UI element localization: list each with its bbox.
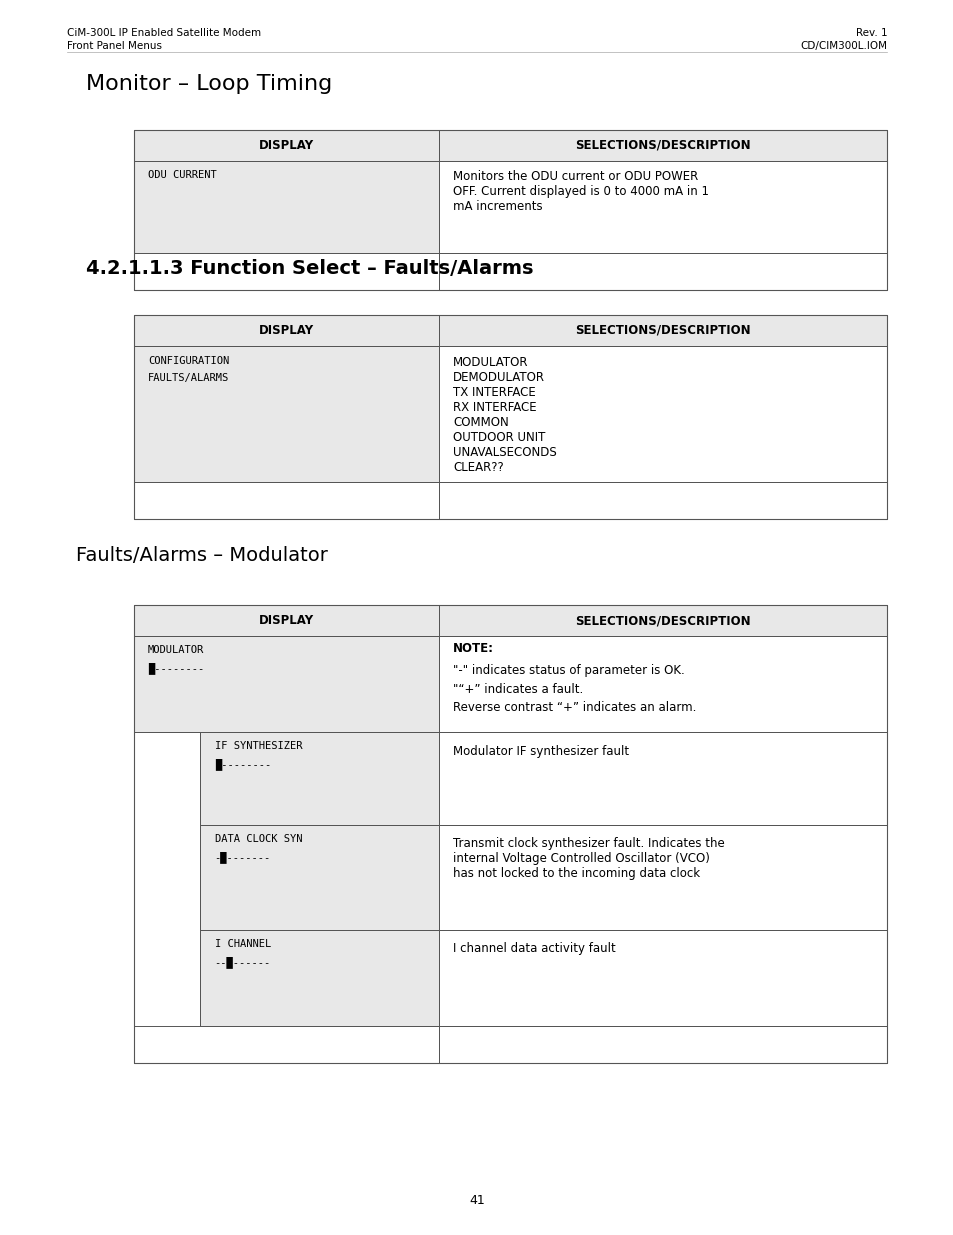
Text: Modulator IF synthesizer fault: Modulator IF synthesizer fault: [453, 745, 629, 758]
Bar: [133, 315, 438, 346]
Bar: [438, 130, 886, 161]
Text: Monitors the ODU current or ODU POWER
OFF. Current displayed is 0 to 4000 mA in : Monitors the ODU current or ODU POWER OF…: [453, 170, 708, 214]
Text: Front Panel Menus: Front Panel Menus: [67, 41, 162, 51]
Bar: [133, 161, 438, 253]
Bar: [438, 482, 886, 519]
Bar: [438, 605, 886, 636]
Text: -█-------: -█-------: [214, 851, 271, 863]
Text: DISPLAY: DISPLAY: [258, 138, 314, 152]
Bar: [133, 605, 886, 1063]
Text: CiM-300L IP Enabled Satellite Modem: CiM-300L IP Enabled Satellite Modem: [67, 28, 260, 38]
Text: MODULATOR: MODULATOR: [148, 645, 204, 655]
Text: █--------: █--------: [214, 758, 271, 771]
Text: DATA CLOCK SYN: DATA CLOCK SYN: [214, 834, 302, 844]
Text: DISPLAY: DISPLAY: [258, 324, 314, 337]
Text: SELECTIONS/DESCRIPTION: SELECTIONS/DESCRIPTION: [575, 614, 750, 627]
Bar: [438, 930, 886, 1026]
Bar: [133, 636, 438, 732]
Bar: [133, 1026, 438, 1063]
Text: 41: 41: [469, 1194, 484, 1207]
Text: "“+” indicates a fault.: "“+” indicates a fault.: [453, 683, 583, 697]
Text: █--------: █--------: [148, 662, 204, 674]
Bar: [133, 130, 438, 161]
Bar: [200, 825, 438, 930]
Bar: [133, 482, 438, 519]
Bar: [200, 930, 438, 1026]
Text: Faults/Alarms – Modulator: Faults/Alarms – Modulator: [76, 546, 328, 564]
Bar: [133, 346, 438, 482]
Text: IF SYNTHESIZER: IF SYNTHESIZER: [214, 741, 302, 751]
Text: Reverse contrast “+” indicates an alarm.: Reverse contrast “+” indicates an alarm.: [453, 701, 696, 715]
Bar: [200, 732, 438, 825]
Bar: [438, 315, 886, 346]
Text: --█------: --█------: [214, 956, 271, 968]
Bar: [133, 605, 438, 636]
Text: CONFIGURATION: CONFIGURATION: [148, 356, 229, 366]
Text: DISPLAY: DISPLAY: [258, 614, 314, 627]
Text: FAULTS/ALARMS: FAULTS/ALARMS: [148, 373, 229, 383]
Bar: [438, 161, 886, 253]
Bar: [133, 253, 438, 290]
Text: CD/CIM300L.IOM: CD/CIM300L.IOM: [800, 41, 886, 51]
Text: I CHANNEL: I CHANNEL: [214, 939, 271, 948]
Text: NOTE:: NOTE:: [453, 642, 494, 656]
Bar: [438, 825, 886, 930]
Text: I channel data activity fault: I channel data activity fault: [453, 942, 616, 956]
Bar: [438, 346, 886, 482]
Text: ODU CURRENT: ODU CURRENT: [148, 170, 216, 180]
Bar: [438, 253, 886, 290]
Text: Transmit clock synthesizer fault. Indicates the
internal Voltage Controlled Osci: Transmit clock synthesizer fault. Indica…: [453, 837, 724, 881]
Bar: [438, 732, 886, 825]
Bar: [438, 1026, 886, 1063]
Text: 4.2.1.1.3 Function Select – Faults/Alarms: 4.2.1.1.3 Function Select – Faults/Alarm…: [86, 259, 533, 278]
Bar: [133, 130, 886, 290]
Text: Monitor – Loop Timing: Monitor – Loop Timing: [86, 74, 332, 94]
Text: Rev. 1: Rev. 1: [855, 28, 886, 38]
Bar: [133, 315, 886, 519]
Text: MODULATOR
DEMODULATOR
TX INTERFACE
RX INTERFACE
COMMON
OUTDOOR UNIT
UNAVALSECOND: MODULATOR DEMODULATOR TX INTERFACE RX IN…: [453, 356, 557, 474]
Text: SELECTIONS/DESCRIPTION: SELECTIONS/DESCRIPTION: [575, 138, 750, 152]
Text: "-" indicates status of parameter is OK.: "-" indicates status of parameter is OK.: [453, 664, 684, 678]
Bar: [438, 636, 886, 732]
Text: SELECTIONS/DESCRIPTION: SELECTIONS/DESCRIPTION: [575, 324, 750, 337]
